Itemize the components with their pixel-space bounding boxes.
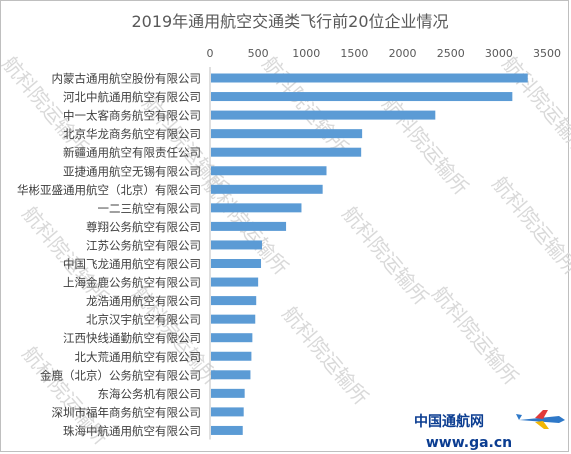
bar <box>211 73 528 83</box>
x-tick-label: 0 <box>207 47 214 60</box>
x-axis: 0 500 1000 1500 2000 2500 3000 3500 <box>207 47 561 440</box>
category-label: 北京汉宇航空有限公司 <box>86 313 201 327</box>
watermark-text: 航科院运输所 <box>488 172 571 279</box>
y-axis: 内蒙古通用航空股份有限公司河北中航通用航空有限公司中一太客商务航空有限公司北京华… <box>17 72 201 438</box>
bars <box>211 73 528 435</box>
category-label: 北大荒通用航空有限公司 <box>75 350 202 364</box>
watermark-text: 航科院运输所 <box>498 52 571 159</box>
bar <box>211 110 436 120</box>
bar <box>211 92 513 102</box>
bar <box>211 333 253 343</box>
bar <box>211 184 323 194</box>
x-tick-label: 2500 <box>437 47 465 60</box>
category-label: 上海金鹿公务航空有限公司 <box>63 276 201 290</box>
category-label: 珠海中航通用航空有限公司 <box>63 424 201 438</box>
bar <box>211 221 287 231</box>
category-label: 中国飞龙通用航空有限公司 <box>63 257 201 271</box>
bar <box>211 259 262 268</box>
watermark-text: 航科院运输所 <box>18 202 114 309</box>
category-label: 内蒙古通用航空股份有限公司 <box>52 72 202 86</box>
category-label: 河北中航通用航空有限公司 <box>63 90 201 104</box>
category-label: 中一太客商务航空有限公司 <box>63 109 201 123</box>
category-label: 华彬亚盛通用航空（北京）有限公司 <box>17 183 201 197</box>
category-label: 尊翔公务航空有限公司 <box>86 220 201 234</box>
logo-brand-text: 中国通航网 <box>414 413 484 430</box>
bar <box>211 277 259 287</box>
airplane-icon <box>516 410 565 429</box>
category-label: 深圳市福年商务航空有限公司 <box>52 405 202 419</box>
category-label: 一二三航空有限公司 <box>98 201 202 215</box>
bar <box>211 407 244 417</box>
watermark-text: 航科院运输所 <box>378 92 474 199</box>
watermark-text: 航科院运输所 <box>338 202 434 309</box>
category-label: 东海公务机有限公司 <box>98 387 202 401</box>
category-label: 亚捷通用航空无锡有限公司 <box>63 164 201 178</box>
logo: 中国通航网 www.ga.cn <box>414 410 565 451</box>
logo-url-text: www.ga.cn <box>426 435 512 451</box>
category-label: 龙浩通用航空有限公司 <box>86 294 201 308</box>
watermark-text: 航科院运输所 <box>428 282 524 389</box>
bar <box>211 240 262 250</box>
category-label: 江西快线通勤航空有限公司 <box>63 331 201 345</box>
bar <box>211 129 363 139</box>
bar <box>211 425 243 435</box>
bar <box>211 203 302 213</box>
x-tick-label: 3000 <box>485 47 513 60</box>
bar <box>211 147 362 157</box>
watermark-text: 航科院运输所 <box>0 52 93 159</box>
watermark-text: 航科院运输所 <box>278 302 374 409</box>
bar <box>211 166 327 176</box>
bar <box>211 314 256 324</box>
category-label: 新疆通用航空有限责任公司 <box>63 146 201 160</box>
bar <box>211 296 257 306</box>
category-label: 江苏公务航空有限公司 <box>86 238 201 252</box>
chart-title: 2019年通用航空交通类飞行前20位企业情况 <box>131 12 448 31</box>
x-tick-label: 3500 <box>533 47 561 60</box>
watermark-text: 航科院运输所 <box>258 52 354 159</box>
category-label: 北京华龙商务航空有限公司 <box>63 127 201 141</box>
x-tick-label: 2000 <box>389 47 417 60</box>
x-tick-label: 1500 <box>340 47 368 60</box>
bar <box>211 351 252 361</box>
category-label: 金鹿（北京）公务航空有限公司 <box>40 368 201 382</box>
bar <box>211 370 251 380</box>
x-tick-label: 500 <box>248 47 269 60</box>
bar <box>211 388 245 398</box>
x-tick-label: 1000 <box>292 47 320 60</box>
